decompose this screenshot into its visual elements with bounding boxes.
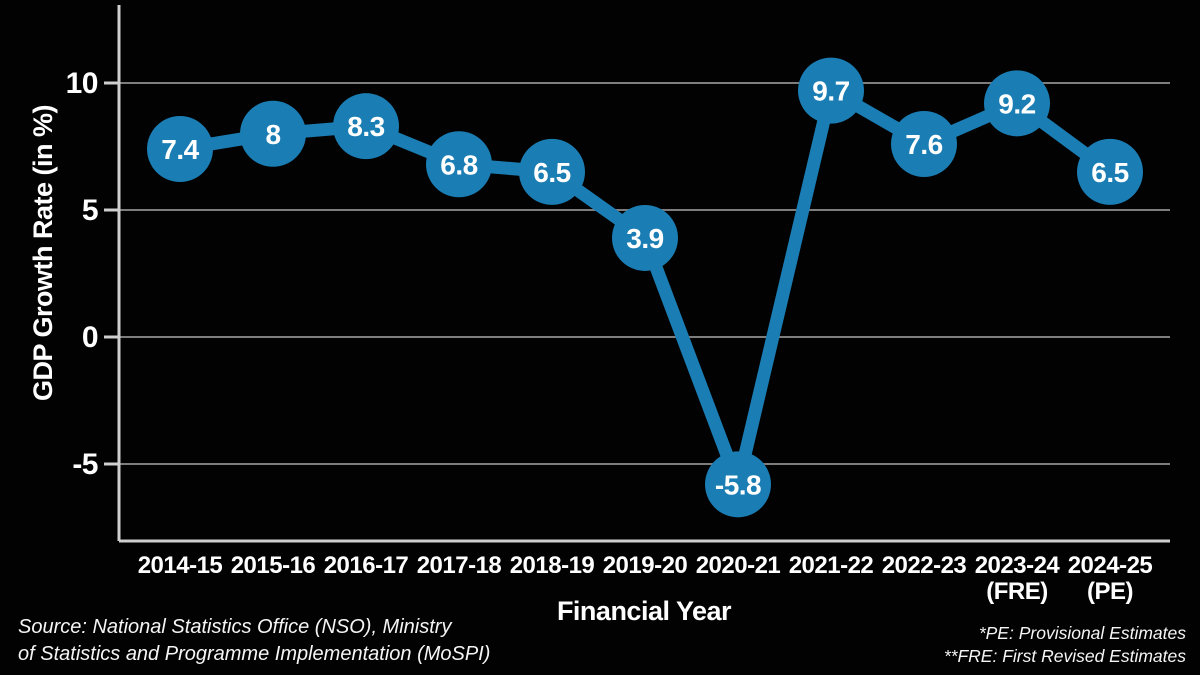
x-tick-label: 2020-21 — [696, 552, 781, 579]
data-point-marker — [891, 110, 957, 177]
data-point-marker — [705, 451, 771, 518]
data-point-label: 6.5 — [1091, 157, 1128, 188]
x-tick-label: 2019-20 — [603, 552, 688, 579]
data-point-marker — [147, 116, 213, 183]
series-layer: 7.4 8 8.3 6.8 6.5 3.9 -5.8 9.7 7.6 9.2 6.5 — [147, 57, 1143, 518]
data-point-marker — [798, 57, 864, 124]
y-tick-label: 10 — [66, 67, 98, 100]
estimates-note-line2: **FRE: First Revised Estimates — [943, 645, 1186, 666]
data-point-label: 9.2 — [998, 88, 1035, 119]
data-point-label: 6.8 — [440, 149, 477, 180]
data-point-label: 7.4 — [161, 134, 199, 165]
x-tick-label: 2021-22 — [789, 552, 874, 579]
source-note: Source: National Statistics Office (NSO)… — [18, 614, 490, 667]
estimates-note-line1: *PE: Provisional Estimates — [978, 622, 1186, 643]
data-point-marker — [984, 70, 1050, 137]
data-point-label: 8.3 — [347, 111, 384, 142]
x-tick-label: 2024-25 — [1068, 552, 1153, 579]
y-axis-title: GDP Growth Rate (in %) — [28, 105, 58, 401]
source-note-line1: Source: National Statistics Office (NSO)… — [18, 616, 452, 639]
axes-layer — [117, 5, 1170, 543]
data-point-label: 3.9 — [626, 223, 663, 254]
x-tick-label: 2016-17 — [324, 552, 409, 579]
data-point-label: 8 — [265, 119, 280, 150]
data-point-marker — [612, 204, 678, 271]
data-point-label: 6.5 — [533, 157, 570, 188]
y-tick-label: -5 — [72, 448, 98, 481]
series-line — [173, 84, 1117, 491]
x-tick-sublabel: (FRE) — [986, 578, 1047, 605]
estimates-note: *PE: Provisional Estimates **FRE: First … — [944, 622, 1186, 668]
x-tick-label: 2018-19 — [510, 552, 595, 579]
y-tick-label: 0 — [82, 321, 98, 354]
ytick-layer: 10 5 0 -5 — [66, 67, 119, 481]
data-point-marker — [333, 93, 399, 160]
x-tick-sublabel: (PE) — [1087, 578, 1133, 605]
x-tick-label: 2022-23 — [882, 552, 967, 579]
x-tick-label: 2015-16 — [231, 552, 316, 579]
data-point-marker — [519, 138, 585, 205]
data-point-marker — [240, 100, 306, 167]
source-note-line2: of Statistics and Programme Implementati… — [18, 642, 491, 665]
data-point-marker — [1077, 138, 1143, 205]
data-point-label: -5.8 — [715, 469, 761, 500]
x-tick-label: 2023-24 — [975, 552, 1061, 579]
data-point-label: 9.7 — [812, 76, 849, 107]
x-tick-label: 2017-18 — [417, 552, 502, 579]
y-tick-label: 5 — [82, 194, 98, 227]
x-tick-label: 2014-15 — [138, 552, 223, 579]
data-point-marker — [426, 131, 492, 198]
x-axis-title: Financial Year — [557, 596, 732, 626]
data-point-label: 7.6 — [905, 129, 942, 160]
xtick-layer: 2014-15 2015-16 2016-17 2017-18 2018-19 2019-… — [138, 552, 1153, 605]
